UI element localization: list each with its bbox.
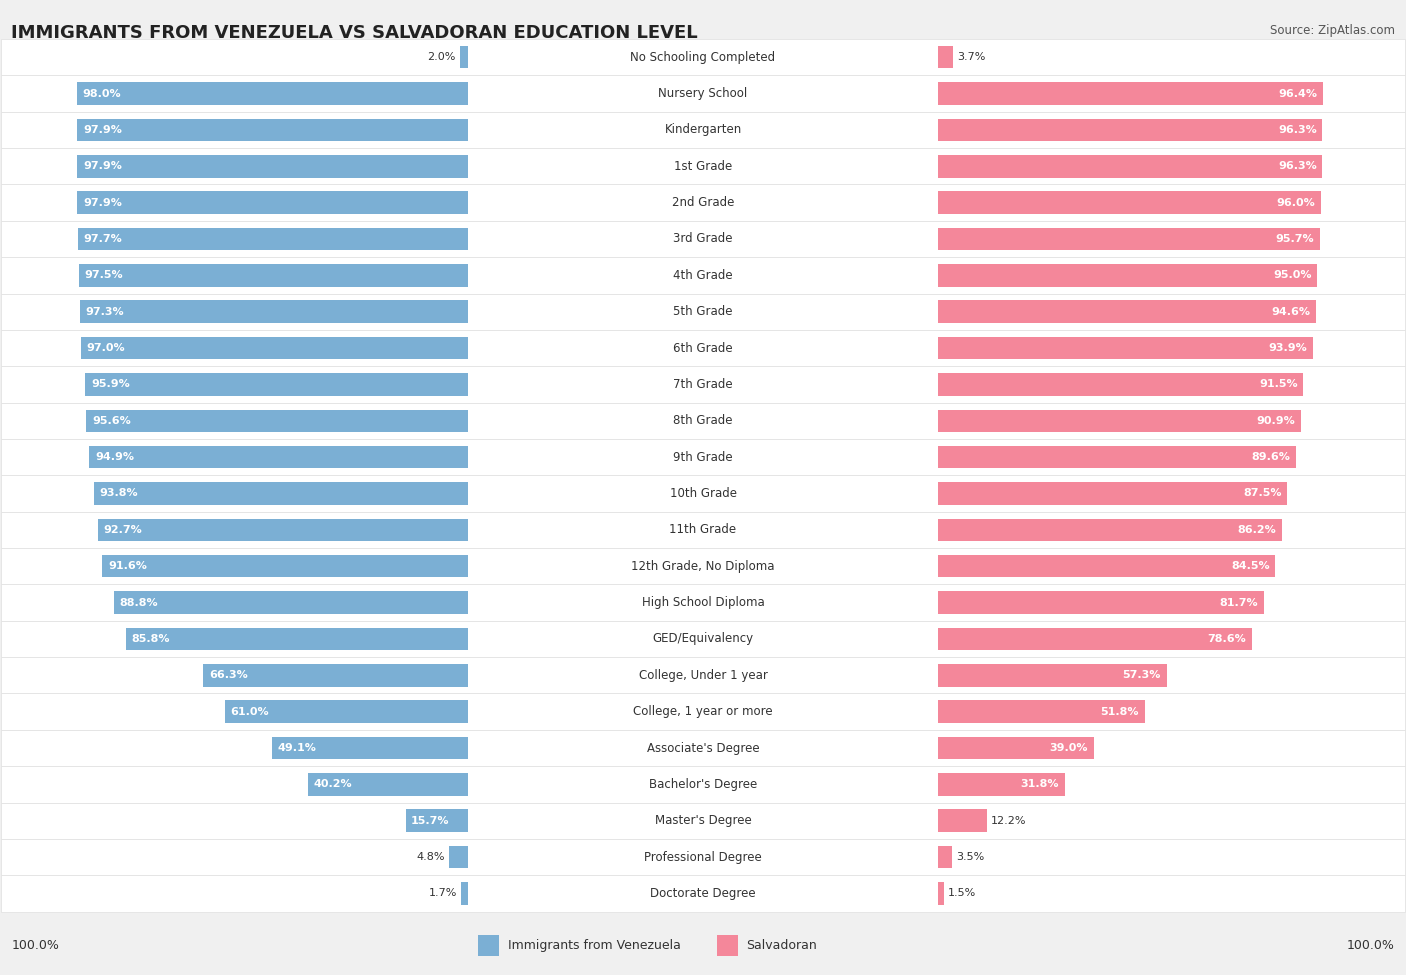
- Text: 8th Grade: 8th Grade: [673, 414, 733, 427]
- Text: 85.8%: 85.8%: [131, 634, 170, 644]
- Text: 97.5%: 97.5%: [84, 270, 124, 281]
- Text: 57.3%: 57.3%: [1122, 670, 1161, 681]
- Text: 12th Grade, No Diploma: 12th Grade, No Diploma: [631, 560, 775, 572]
- Text: 97.9%: 97.9%: [83, 125, 122, 135]
- Text: 3rd Grade: 3rd Grade: [673, 232, 733, 246]
- Text: 96.0%: 96.0%: [1277, 198, 1316, 208]
- Text: 10th Grade: 10th Grade: [669, 487, 737, 500]
- Text: 87.5%: 87.5%: [1243, 488, 1282, 498]
- Text: 88.8%: 88.8%: [120, 598, 157, 607]
- Text: 49.1%: 49.1%: [278, 743, 316, 753]
- Text: 94.6%: 94.6%: [1271, 307, 1310, 317]
- Text: Professional Degree: Professional Degree: [644, 850, 762, 864]
- Text: 3.7%: 3.7%: [957, 53, 986, 62]
- Text: 61.0%: 61.0%: [231, 707, 269, 717]
- Text: Salvadoran: Salvadoran: [747, 939, 817, 953]
- Text: 95.7%: 95.7%: [1275, 234, 1315, 244]
- Text: 93.9%: 93.9%: [1268, 343, 1308, 353]
- Text: 81.7%: 81.7%: [1220, 598, 1258, 607]
- Text: 98.0%: 98.0%: [83, 89, 121, 98]
- Text: 31.8%: 31.8%: [1021, 779, 1059, 790]
- Text: 66.3%: 66.3%: [209, 670, 247, 681]
- Text: 95.6%: 95.6%: [91, 415, 131, 426]
- Text: High School Diploma: High School Diploma: [641, 596, 765, 609]
- Text: No Schooling Completed: No Schooling Completed: [630, 51, 776, 63]
- Text: Bachelor's Degree: Bachelor's Degree: [650, 778, 756, 791]
- Text: 3.5%: 3.5%: [956, 852, 984, 862]
- Text: Nursery School: Nursery School: [658, 87, 748, 100]
- Text: 97.9%: 97.9%: [83, 161, 122, 172]
- Text: 4.8%: 4.8%: [416, 852, 444, 862]
- Text: 2nd Grade: 2nd Grade: [672, 196, 734, 209]
- Text: 100.0%: 100.0%: [1347, 939, 1395, 953]
- Text: 78.6%: 78.6%: [1208, 634, 1246, 644]
- Text: 95.9%: 95.9%: [91, 379, 129, 389]
- Text: 91.5%: 91.5%: [1258, 379, 1298, 389]
- Text: 95.0%: 95.0%: [1272, 270, 1312, 281]
- Text: 97.0%: 97.0%: [87, 343, 125, 353]
- Text: 11th Grade: 11th Grade: [669, 524, 737, 536]
- Text: Master's Degree: Master's Degree: [655, 814, 751, 827]
- Text: IMMIGRANTS FROM VENEZUELA VS SALVADORAN EDUCATION LEVEL: IMMIGRANTS FROM VENEZUELA VS SALVADORAN …: [11, 24, 697, 42]
- Text: Associate's Degree: Associate's Degree: [647, 742, 759, 755]
- Text: College, 1 year or more: College, 1 year or more: [633, 705, 773, 719]
- Text: 2.0%: 2.0%: [427, 53, 456, 62]
- Text: 96.4%: 96.4%: [1278, 89, 1317, 98]
- Text: 86.2%: 86.2%: [1237, 525, 1277, 535]
- Text: 97.7%: 97.7%: [84, 234, 122, 244]
- Text: 40.2%: 40.2%: [314, 779, 352, 790]
- Text: 1.7%: 1.7%: [429, 888, 457, 898]
- Text: 39.0%: 39.0%: [1049, 743, 1088, 753]
- Text: Source: ZipAtlas.com: Source: ZipAtlas.com: [1270, 24, 1395, 37]
- Text: 7th Grade: 7th Grade: [673, 378, 733, 391]
- Text: 51.8%: 51.8%: [1101, 707, 1139, 717]
- Text: 97.9%: 97.9%: [83, 198, 122, 208]
- Text: 97.3%: 97.3%: [86, 307, 124, 317]
- Text: 9th Grade: 9th Grade: [673, 450, 733, 464]
- Text: Kindergarten: Kindergarten: [665, 124, 741, 136]
- Text: 96.3%: 96.3%: [1278, 161, 1316, 172]
- Text: 1st Grade: 1st Grade: [673, 160, 733, 173]
- Text: GED/Equivalency: GED/Equivalency: [652, 633, 754, 645]
- Text: 91.6%: 91.6%: [108, 562, 148, 571]
- Text: 84.5%: 84.5%: [1232, 562, 1270, 571]
- Text: 1.5%: 1.5%: [948, 888, 976, 898]
- Text: 15.7%: 15.7%: [411, 816, 450, 826]
- Text: 94.9%: 94.9%: [94, 452, 134, 462]
- Text: 93.8%: 93.8%: [100, 488, 138, 498]
- Text: 12.2%: 12.2%: [991, 816, 1026, 826]
- Text: 89.6%: 89.6%: [1251, 452, 1289, 462]
- Text: 5th Grade: 5th Grade: [673, 305, 733, 318]
- Text: College, Under 1 year: College, Under 1 year: [638, 669, 768, 682]
- Text: 4th Grade: 4th Grade: [673, 269, 733, 282]
- Text: 96.3%: 96.3%: [1278, 125, 1316, 135]
- Text: 90.9%: 90.9%: [1257, 415, 1295, 426]
- Text: 6th Grade: 6th Grade: [673, 341, 733, 355]
- Text: Immigrants from Venezuela: Immigrants from Venezuela: [508, 939, 681, 953]
- Text: Doctorate Degree: Doctorate Degree: [650, 887, 756, 900]
- Text: 100.0%: 100.0%: [11, 939, 59, 953]
- Text: 92.7%: 92.7%: [104, 525, 142, 535]
